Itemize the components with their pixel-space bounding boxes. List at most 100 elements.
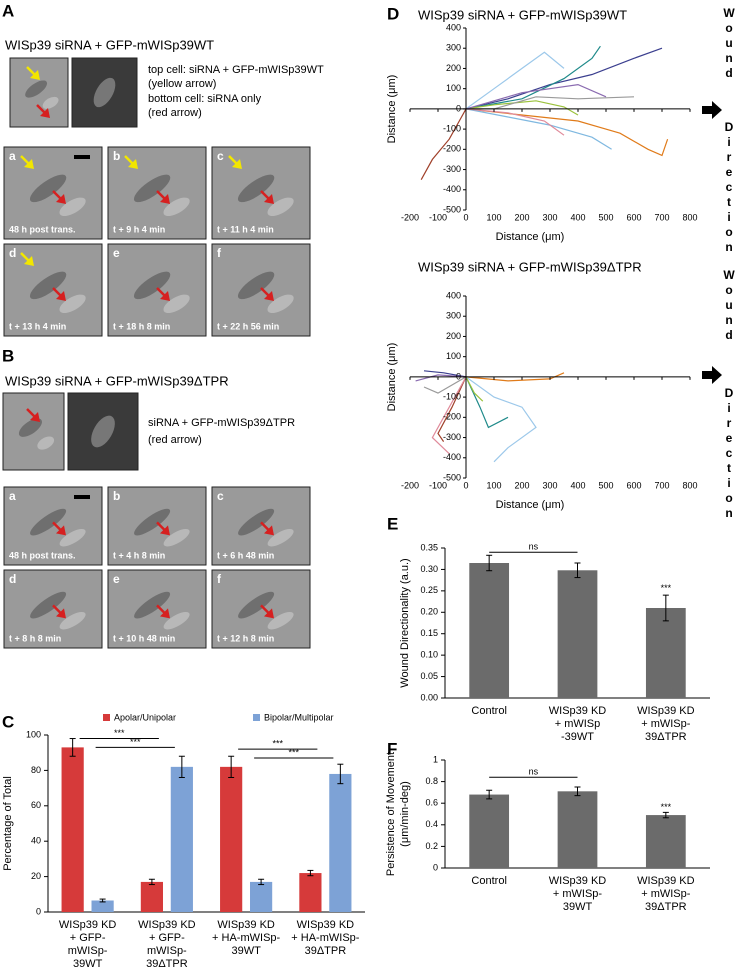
- y-tick-label: 1: [433, 754, 438, 764]
- frame-letter: b: [113, 489, 120, 503]
- y-axis-label: Distance (μm): [386, 75, 398, 144]
- y-tick-label: -100: [443, 391, 461, 401]
- frame-letter: f: [217, 572, 222, 586]
- arrow-tail: [156, 190, 166, 200]
- y-tick-label: -100: [443, 123, 461, 133]
- x-tick-label: WISp39 KD: [59, 919, 117, 931]
- frame-time: t + 22 h 56 min: [217, 321, 279, 331]
- legend-swatch: [103, 714, 110, 721]
- cell: [134, 508, 171, 536]
- x-tick-label: mWISp-: [68, 945, 108, 957]
- frame-time: 48 h post trans.: [9, 224, 76, 234]
- cell: [59, 528, 86, 547]
- side-label: Wound: [722, 6, 736, 81]
- chart-title: WISp39 siRNA + GFP-mWISp39WT: [418, 7, 627, 22]
- x-tick-label: 39WT: [73, 958, 103, 970]
- y-tick-label: 80: [31, 765, 41, 775]
- panel-letter: E: [387, 514, 398, 533]
- trajectory: [465, 45, 601, 110]
- trajectory: [465, 376, 509, 429]
- x-tick-label: WISp39 KD: [297, 919, 355, 931]
- significance: ***: [661, 583, 672, 593]
- x-tick-label: 39ΔTPR: [645, 731, 687, 743]
- x-tick-label: + mWISp-: [553, 888, 603, 900]
- x-tick-label: + GFP-: [70, 932, 106, 944]
- x-tick-label: WISp39 KD: [637, 875, 695, 887]
- cell: [59, 611, 86, 630]
- trajectory: [431, 376, 467, 455]
- cell: [163, 611, 190, 630]
- panel-letter: A: [2, 1, 14, 20]
- cell: [267, 197, 294, 217]
- cell: [267, 611, 294, 630]
- direction-arrow: [702, 101, 722, 119]
- trajectory: [465, 47, 663, 110]
- note: (red arrow): [148, 434, 202, 446]
- y-tick-label: 0.00: [420, 692, 438, 702]
- cell: [18, 418, 42, 437]
- scale-bar: [74, 495, 90, 499]
- trajectory: [465, 83, 607, 110]
- cell: [267, 294, 294, 314]
- y-tick-label: 400: [446, 290, 461, 300]
- cell: [29, 271, 67, 300]
- legend-label: Bipolar/Multipolar: [264, 712, 334, 722]
- cell: [237, 174, 275, 203]
- cell: [163, 197, 190, 217]
- frame-letter: c: [217, 149, 224, 163]
- y-tick-label: 0.20: [420, 607, 438, 617]
- note: top cell: siRNA + GFP-mWISp39WT: [148, 64, 324, 76]
- trajectory: [465, 108, 565, 136]
- cell: [133, 174, 171, 203]
- x-tick-label: mWISp-: [147, 945, 187, 957]
- arrow-tail: [52, 604, 62, 615]
- y-tick-label: 0.30: [420, 564, 438, 574]
- cell: [37, 436, 55, 450]
- significance: ***: [272, 739, 283, 749]
- frame-time: t + 12 h 8 min: [217, 633, 274, 643]
- frame-letter: d: [9, 246, 16, 260]
- frame-letter: e: [113, 572, 120, 586]
- cell: [163, 528, 190, 547]
- bar: [91, 900, 114, 912]
- arrow-tail: [52, 521, 62, 532]
- arrow-tail: [260, 604, 270, 615]
- y-axis-label: Wound Directionality (a.u.): [399, 558, 411, 687]
- y-tick-label: -200: [443, 144, 461, 154]
- note: siRNA + GFP-mWISp39ΔTPR: [148, 417, 295, 429]
- cell: [29, 174, 67, 203]
- x-tick-label: 800: [682, 212, 697, 222]
- bar: [469, 563, 510, 698]
- legend-label: Apolar/Unipolar: [114, 712, 176, 722]
- significance: ***: [130, 737, 141, 747]
- y-tick-label: 0: [36, 906, 41, 916]
- direction-arrow: [702, 366, 722, 384]
- x-tick-label: 600: [626, 212, 641, 222]
- micrograph: [3, 569, 103, 649]
- side-label: Direction: [722, 386, 736, 521]
- y-tick-label: -400: [443, 184, 461, 194]
- y-tick-label: -200: [443, 412, 461, 422]
- cell: [237, 271, 275, 300]
- legend-swatch: [253, 714, 260, 721]
- frame-letter: c: [217, 489, 224, 503]
- x-tick-label: -100: [429, 212, 447, 222]
- x-tick-label: WISp39 KD: [549, 705, 607, 717]
- side-label: Direction: [722, 120, 736, 255]
- y-axis-label: Percentage of Total: [2, 776, 14, 871]
- panel-letter: F: [387, 739, 397, 758]
- y-tick-label: 100: [446, 83, 461, 93]
- y-tick-label: 0.05: [420, 671, 438, 681]
- cell: [238, 591, 275, 619]
- x-tick-label: 700: [654, 480, 669, 490]
- trajectory: [465, 108, 612, 150]
- x-tick-label: 39ΔTPR: [645, 901, 687, 913]
- cell: [163, 294, 190, 314]
- x-tick-label: + HA-mWISp-: [291, 932, 359, 944]
- frame-letter: f: [217, 246, 222, 260]
- cell: [59, 294, 86, 314]
- arrow-tail: [20, 252, 30, 262]
- y-tick-label: 40: [31, 836, 41, 846]
- x-tick-label: 39ΔTPR: [146, 958, 188, 970]
